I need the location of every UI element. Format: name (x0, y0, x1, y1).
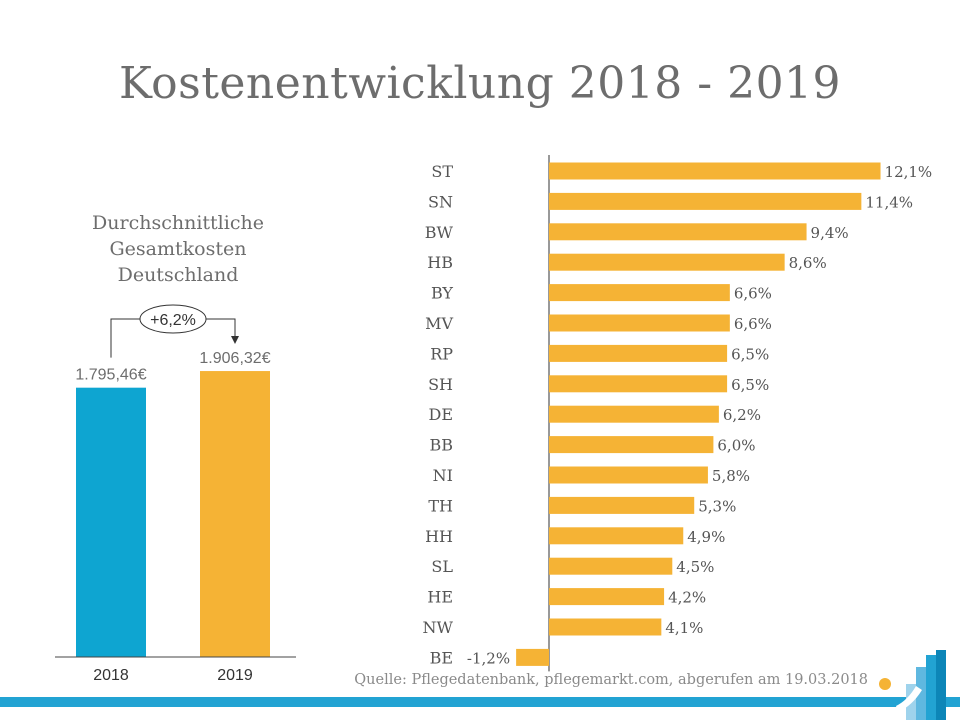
bar-BE (516, 648, 549, 666)
data-label: 6,2% (723, 406, 761, 424)
category-label: NW (423, 618, 454, 637)
footer-bar (0, 697, 960, 707)
bar-HB (549, 253, 785, 271)
data-label: 4,9% (687, 528, 725, 546)
data-label: 4,2% (668, 589, 706, 607)
category-label: NI (433, 466, 453, 485)
bar-HH (549, 527, 684, 545)
category-label: BB (429, 436, 453, 455)
bar-TH (549, 496, 695, 514)
category-label: SL (431, 557, 453, 576)
bar-HE (549, 588, 665, 606)
data-label: 6,6% (734, 285, 772, 303)
category-label: MV (425, 314, 453, 333)
data-label: 6,5% (731, 345, 769, 363)
data-label: 4,1% (665, 619, 703, 637)
category-label: BY (431, 284, 453, 303)
bar-MV (549, 314, 730, 332)
page-title: Kostenentwicklung 2018 - 2019 (118, 58, 842, 109)
category-label: DE (428, 405, 453, 424)
bar-BW (549, 223, 807, 241)
category-label: HB (427, 253, 453, 272)
data-label: 11,4% (865, 193, 913, 211)
left-chart-title-line: Deutschland (117, 264, 239, 286)
category-label: RP (430, 344, 453, 363)
data-label: 6,0% (717, 437, 755, 455)
left-chart-title-line: Durchschnittliche (92, 212, 264, 234)
data-label: 5,3% (698, 497, 736, 515)
logo-icon (879, 650, 946, 720)
bar-ST (549, 162, 881, 180)
category-label: TH (428, 496, 453, 515)
category-label: HH (425, 527, 453, 546)
category-label: ST (431, 162, 453, 181)
bar-BB (549, 436, 714, 454)
bar-RP (549, 344, 728, 362)
bar-NI (549, 466, 708, 484)
bar-SH (549, 375, 728, 393)
change-bubble (139, 304, 207, 334)
bar-SL (549, 557, 673, 575)
data-label: -1,2% (467, 649, 510, 667)
data-label: 4,5% (676, 558, 714, 576)
data-label: 6,6% (734, 315, 772, 333)
category-label: BW (425, 223, 454, 242)
data-label: 6,5% (731, 376, 769, 394)
data-label: 1.795,46€ (75, 367, 146, 384)
bar-SN (549, 192, 862, 210)
logo-dot (879, 678, 891, 690)
data-label: 9,4% (811, 224, 849, 242)
bar-2018 (76, 387, 146, 657)
category-label: HE (427, 588, 453, 607)
category-label: 2018 (93, 667, 129, 684)
data-label: 12,1% (885, 163, 933, 181)
arrow-head (231, 336, 239, 345)
bar-BY (549, 284, 730, 302)
data-label: 8,6% (789, 254, 827, 272)
category-label: SN (428, 192, 453, 211)
left-chart-title: Durchschnittliche Gesamtkosten Deutschla… (60, 210, 296, 288)
category-label: 2019 (217, 667, 253, 684)
left-chart-title-line: Gesamtkosten (109, 238, 247, 260)
data-label: 1.906,32€ (199, 350, 270, 367)
bar-2019 (200, 371, 270, 657)
source-note: Quelle: Pflegedatenbank, pflegemarkt.com… (354, 672, 868, 688)
category-label: SH (428, 375, 453, 394)
change-label: +6,2% (150, 312, 196, 329)
data-label: 5,8% (712, 467, 750, 485)
bar-DE (549, 405, 719, 423)
category-label: BE (430, 648, 453, 667)
bar-NW (549, 618, 662, 636)
